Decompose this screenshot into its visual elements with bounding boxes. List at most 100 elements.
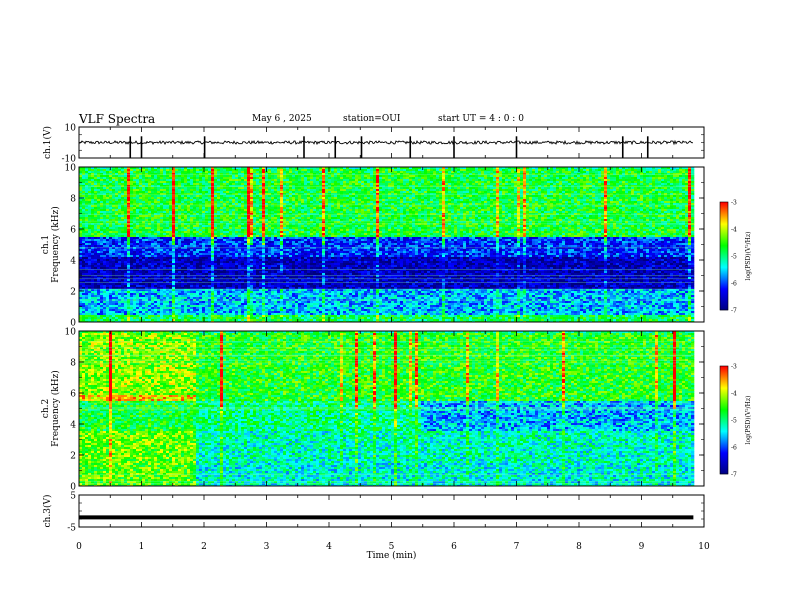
colorbar-ch2-cell	[720, 457, 728, 459]
colorbar-ch2-cell	[720, 366, 728, 368]
colorbar-ch2-cell	[720, 456, 728, 458]
colorbar-ch1-cell	[720, 277, 728, 279]
colorbar-ch1-cell	[720, 262, 728, 264]
colorbar-ch1-cell	[720, 237, 728, 239]
spec2-ytick-label: 0	[70, 483, 76, 493]
colorbar-ch1-cell	[720, 272, 728, 274]
colorbar-ch2-cell	[720, 397, 728, 399]
colorbar-ch1-cell	[720, 219, 728, 221]
spec1-ytick-label: 2	[70, 288, 76, 298]
colorbar-ch2-cell	[720, 415, 728, 417]
colorbar-ch1-cell	[720, 260, 728, 262]
colorbar-ch2-cell	[720, 433, 728, 435]
colorbar-ch1-cell	[720, 247, 728, 249]
spec2-ytick-label: 4	[70, 421, 76, 431]
colorbar-ch1-cell	[720, 234, 728, 236]
waveform-ch1-ylabel: ch.1(V)	[42, 126, 53, 159]
colorbar-ch2-cell	[720, 404, 728, 406]
colorbar-ch1-cell	[720, 239, 728, 241]
xaxis-label: Time (min)	[367, 550, 417, 561]
waveform-ch3-ytick-label: -5	[67, 524, 76, 534]
colorbar-ch2-cell	[720, 438, 728, 440]
colorbar-ch2-cell	[720, 416, 728, 418]
colorbar-ch1-cell	[720, 280, 728, 282]
colorbar-ch1-tick-label: -6	[731, 281, 737, 288]
colorbar-ch1-cell	[720, 306, 728, 308]
colorbar-ch2-cell	[720, 414, 728, 416]
colorbar-ch1-cell	[720, 257, 728, 259]
colorbar-ch2-cell	[720, 417, 728, 419]
colorbar-ch2-frame	[719, 365, 729, 475]
colorbar-ch1-cell	[720, 213, 728, 215]
colorbar-ch1-cell	[720, 210, 728, 212]
colorbar-ch1-cell	[720, 293, 728, 295]
colorbar-ch2-cell	[720, 467, 728, 469]
colorbar-ch2-cell	[720, 440, 728, 442]
colorbar-ch2-cell	[720, 449, 728, 451]
spec2-ylabel: Frequency (kHz)	[50, 370, 61, 447]
spec1-ytick-label: 0	[70, 319, 76, 329]
colorbar-ch1-frame	[719, 201, 729, 311]
colorbar-ch1-cell	[720, 209, 728, 211]
colorbar-ch1-cell	[720, 295, 728, 297]
colorbar-ch2-cell	[720, 409, 728, 411]
colorbar-ch1-cell	[720, 294, 728, 296]
colorbar-ch1-cell	[720, 236, 728, 238]
colorbar-ch2-cell	[720, 368, 728, 370]
colorbar-ch2-cell	[720, 382, 728, 384]
colorbar-ch2-cell	[720, 395, 728, 397]
colorbar-ch2-cell	[720, 430, 728, 432]
colorbar-ch2-cell	[720, 469, 728, 471]
colorbar-ch2-cell	[720, 443, 728, 445]
colorbar-ch2-cell	[720, 439, 728, 441]
colorbar-ch2-tick-label: -3	[731, 364, 737, 371]
colorbar-ch2-cell	[720, 454, 728, 456]
colorbar-ch1-cell	[720, 276, 728, 278]
colorbar-ch1-cell	[720, 270, 728, 272]
spec1-ytick-label: 4	[70, 257, 76, 267]
colorbar-ch1-cell	[720, 222, 728, 224]
spec2-ylabel: ch.2	[41, 399, 51, 418]
colorbar-ch1-cell	[720, 226, 728, 228]
colorbar-ch1-cell	[720, 267, 728, 269]
colorbar-ch2-cell	[720, 422, 728, 424]
colorbar-ch1-cell	[720, 283, 728, 285]
colorbar-ch2-cell	[720, 373, 728, 375]
colorbar-ch2-cell	[720, 389, 728, 391]
colorbar-ch2-cell	[720, 406, 728, 408]
colorbar-ch1-cell	[720, 248, 728, 250]
colorbar-ch2-cell	[720, 391, 728, 393]
colorbar-ch1-cell	[720, 233, 728, 235]
waveform-ch1-ytick-label: 10	[65, 124, 77, 134]
colorbar-ch2-cell	[720, 470, 728, 472]
colorbar-ch1-cell	[720, 231, 728, 233]
spec2-ytick-label: 6	[70, 390, 76, 400]
colorbar-ch2-cell	[720, 370, 728, 372]
colorbar-ch2-cell	[720, 471, 728, 473]
colorbar-ch2-cell	[720, 386, 728, 388]
colorbar-ch1-cell	[720, 289, 728, 291]
colorbar-ch1-cell	[720, 271, 728, 273]
colorbar-ch2-cell	[720, 390, 728, 392]
colorbar-ch1-cell	[720, 253, 728, 255]
colorbar-ch2-cell	[720, 418, 728, 420]
xtick-label: 0	[76, 542, 82, 552]
xtick-label: 1	[139, 542, 145, 552]
colorbar-ch2-cell	[720, 437, 728, 439]
colorbar-ch1-cell	[720, 261, 728, 263]
colorbar-ch2-cell	[720, 420, 728, 422]
colorbar-ch1-cell	[720, 255, 728, 257]
colorbar-ch2-label: log(PSD)(V²/Hz)	[745, 396, 752, 445]
spec2-ytick-label: 2	[70, 452, 76, 462]
xtick-label: 4	[326, 542, 332, 552]
spec1-ylabel: Frequency (kHz)	[50, 206, 61, 283]
colorbar-ch1-cell	[720, 245, 728, 247]
colorbar-ch2-cell	[720, 451, 728, 453]
colorbar-ch1-cell	[720, 299, 728, 301]
colorbar-ch1-cell	[720, 216, 728, 218]
colorbar-ch2-cell	[720, 400, 728, 402]
spec1-image	[79, 167, 704, 322]
xtick-label: 6	[451, 542, 457, 552]
colorbar-ch1-cell	[720, 273, 728, 275]
colorbar-ch2-cell	[720, 411, 728, 413]
